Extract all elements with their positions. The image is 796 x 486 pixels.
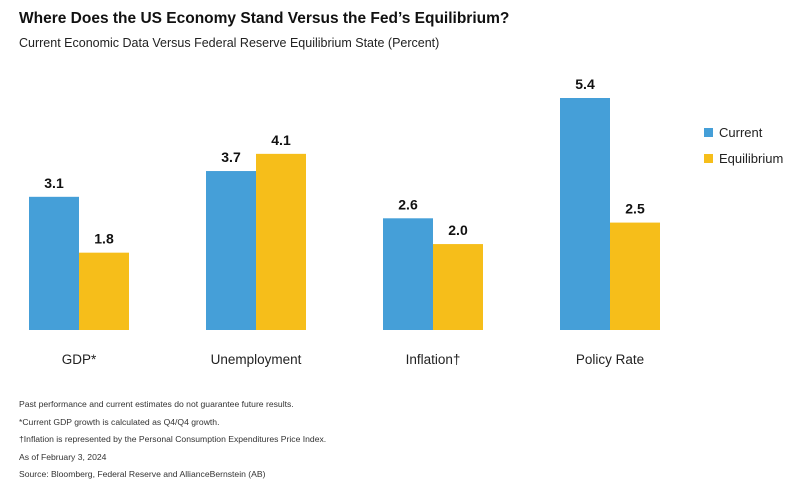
bar-current-0 xyxy=(29,196,79,330)
value-label-equilibrium-1: 4.1 xyxy=(271,132,291,148)
value-label-current-2: 2.6 xyxy=(398,196,418,212)
category-label-1: Unemployment xyxy=(211,352,302,367)
bar-current-2 xyxy=(383,218,433,330)
category-label-2: Inflation† xyxy=(406,352,461,367)
category-label-3: Policy Rate xyxy=(576,352,644,367)
value-label-current-0: 3.1 xyxy=(44,175,64,191)
bar-equilibrium-1 xyxy=(256,153,306,330)
bar-equilibrium-3 xyxy=(610,222,660,330)
value-label-current-3: 5.4 xyxy=(575,76,595,92)
value-label-equilibrium-0: 1.8 xyxy=(94,231,114,247)
value-label-equilibrium-2: 2.0 xyxy=(448,222,468,238)
legend-swatch-equilibrium xyxy=(704,153,713,163)
footnote-disclaimer: Past performance and current estimates d… xyxy=(19,399,294,409)
footnote-inflation: †Inflation is represented by the Persona… xyxy=(19,434,327,445)
category-label-0: GDP* xyxy=(62,352,97,367)
bar-current-1 xyxy=(206,171,256,330)
footnote-date: As of February 3, 2024 xyxy=(19,451,107,462)
legend-label-equilibrium: Equilibrium xyxy=(719,150,784,166)
bar-equilibrium-2 xyxy=(433,244,483,330)
chart-subtitle: Current Economic Data Versus Federal Res… xyxy=(19,36,440,50)
bar-current-3 xyxy=(560,98,610,330)
bar-equilibrium-0 xyxy=(79,252,129,330)
legend: Current Equilibrium xyxy=(704,124,783,176)
footnotes: Past performance and current estimates d… xyxy=(19,396,326,484)
value-label-equilibrium-3: 2.5 xyxy=(625,201,645,217)
legend-label-current: Current xyxy=(719,124,763,140)
legend-item-equilibrium: Equilibrium xyxy=(704,150,783,166)
footnote-source: Source: Bloomberg, Federal Reserve and A… xyxy=(19,469,266,480)
footnote-gdp: *Current GDP growth is calculated as Q4/… xyxy=(19,416,220,427)
value-label-current-1: 3.7 xyxy=(221,149,241,165)
legend-item-current: Current xyxy=(704,124,783,140)
legend-swatch-current xyxy=(704,127,713,137)
chart-title: Where Does the US Economy Stand Versus t… xyxy=(19,10,510,27)
